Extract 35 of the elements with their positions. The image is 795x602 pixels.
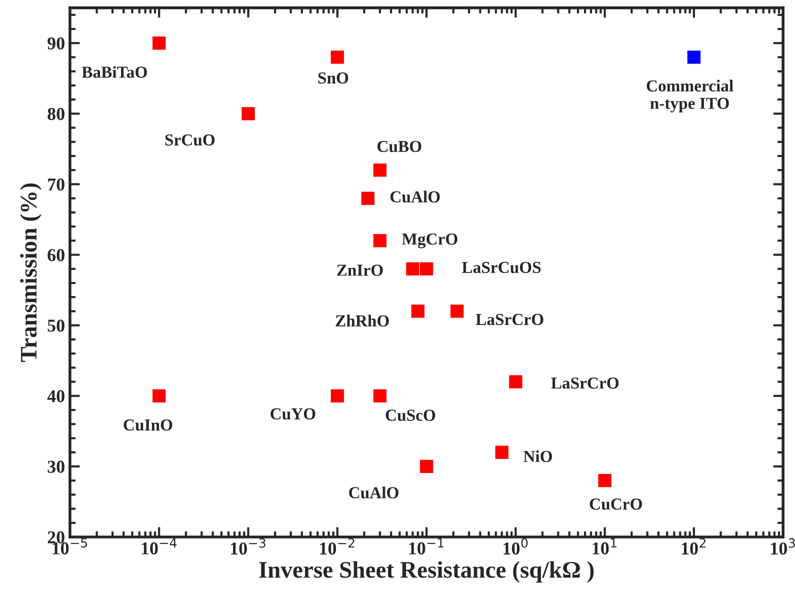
annotation: CuCrO (590, 498, 642, 510)
x-tick-label: 10$^{−1}$ (409, 538, 444, 554)
annotation: CuYO (270, 408, 316, 420)
y-tick-label: 60 (48, 249, 64, 262)
y-tick-label: 30 (48, 460, 64, 473)
annotation: Commercial n-type ITO (646, 80, 734, 112)
y-tick-label: 70 (48, 178, 64, 191)
annotation: CuScO (386, 410, 436, 421)
annotation: CuBO (377, 140, 422, 152)
annotation: ZhRhO (336, 314, 389, 326)
annotation: CuInO (124, 419, 172, 431)
annotation: SnO (318, 72, 348, 84)
annotation: SrCuO (165, 134, 215, 146)
y-axis-title: Transmission (%) (20, 183, 42, 362)
annotation: BaBiTaO (82, 66, 147, 78)
y-tick-label: 90 (48, 37, 64, 50)
x-tick-label: 10$^{2}$ (682, 538, 706, 555)
y-tick-label: 50 (48, 320, 64, 332)
x-tick-label: 10$^{−3}$ (231, 538, 266, 555)
x-tick-label: 10$^{−2}$ (320, 538, 354, 555)
annotation: LaSrCuOS (462, 262, 541, 274)
x-tick-label: 10$^{3}$ (771, 538, 795, 555)
annotation: CuAlO (390, 190, 440, 203)
x-tick-label: 10$^{0}$ (504, 538, 528, 555)
annotation: ZnIrO (337, 264, 383, 276)
y-tick-label: 40 (47, 390, 64, 402)
x-axis-title: Inverse Sheet Resistance (sq/kΩ ) (259, 561, 594, 583)
y-tick-label: 80 (48, 108, 64, 120)
annotation: LaSrCrO (476, 314, 544, 326)
x-tick-label: 10$^{1}$ (592, 538, 616, 554)
x-tick-label: 10$^{−4}$ (142, 538, 177, 554)
annotation: MgCrO (402, 233, 458, 248)
annotation: NiO (523, 450, 552, 462)
annotation: LaSrCrO (551, 378, 619, 389)
annotation: CuAlO (349, 486, 398, 498)
